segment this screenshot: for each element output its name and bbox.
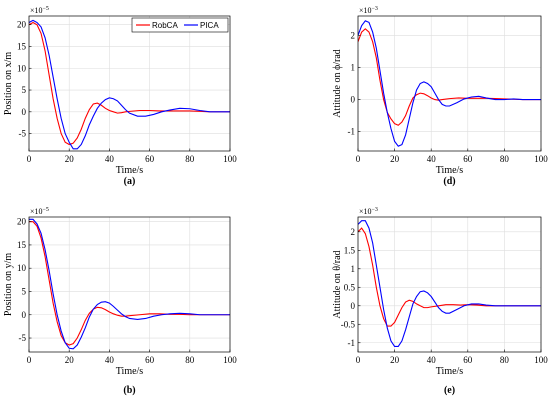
chart-panel-0: 0 20 40 60 80 100-505101520×10−5Time/sPositio… <box>3 6 237 187</box>
panel-caption: (b) <box>123 385 135 396</box>
exponent-power: −5 <box>43 207 49 213</box>
exponent-power: −3 <box>372 207 378 213</box>
legend: RobCA PICA <box>131 17 229 33</box>
x-tick-label-0: 0 <box>356 355 361 365</box>
x-tick-label-4: 80 <box>500 355 510 365</box>
y-tick-label-5: 1.5 <box>344 245 356 255</box>
y-axis-label: Attitude on θ/rad <box>332 250 343 318</box>
x-tick-label-5: 100 <box>534 355 548 365</box>
y-tick-label-1: 0 <box>22 310 27 320</box>
plot-frame <box>28 216 231 353</box>
y-tick-label-5: 20 <box>17 217 27 227</box>
y-tick-label-3: 2 <box>351 30 356 40</box>
exponent-power: −3 <box>372 6 378 12</box>
y-tick-label-0: -5 <box>19 333 27 343</box>
exponent-power: −5 <box>43 6 49 12</box>
legend-label-pica: PICA <box>200 21 219 30</box>
y-tick-label-1: 0 <box>22 107 27 117</box>
series-line-robca <box>358 28 541 126</box>
exponent-base: ×10 <box>30 207 43 216</box>
x-tick-label-0: 0 <box>356 154 361 164</box>
axis-exponent-label: ×10−3 <box>359 207 378 216</box>
x-tick-label-5: 100 <box>223 154 237 164</box>
y-tick-label-4: 15 <box>17 41 27 51</box>
x-tick-label-5: 100 <box>534 154 548 164</box>
x-axis-label: Time/s <box>116 366 144 377</box>
y-tick-label-0: -1 <box>348 127 356 137</box>
panel-caption: (d) <box>443 176 455 187</box>
y-tick-label-0: -1 <box>348 338 356 348</box>
exponent-base: ×10 <box>30 6 43 15</box>
x-tick-label-4: 80 <box>500 154 510 164</box>
series-line-robca <box>358 227 541 327</box>
chart-panel-1: 0 20 40 60 80 100 -1 0 1 2 ×10−3 Time/s Attitude on … <box>332 6 548 187</box>
legend-box <box>131 17 229 33</box>
x-tick-label-3: 60 <box>145 154 155 164</box>
y-tick-label-1: 0 <box>351 95 356 105</box>
y-axis-label: Position on x/m <box>3 52 14 116</box>
x-tick-label-0: 0 <box>27 154 32 164</box>
panel-caption: (a) <box>124 176 136 187</box>
y-tick-label-6: 2 <box>351 227 356 237</box>
x-axis-label: Time/s <box>436 165 464 176</box>
y-axis-label: Position on y/m <box>3 253 14 317</box>
y-tick-label-4: 15 <box>17 240 27 250</box>
x-tick-label-3: 60 <box>145 355 155 365</box>
series-line-pica <box>29 218 230 350</box>
y-tick-label-0: -5 <box>19 129 27 139</box>
x-tick-label-2: 40 <box>105 355 115 365</box>
x-tick-label-3: 60 <box>463 355 473 365</box>
series-line-robca <box>29 21 230 146</box>
x-tick-label-2: 40 <box>427 355 437 365</box>
exponent-base: ×10 <box>359 207 372 216</box>
y-axis-label: Attitude on ϕ/rad <box>332 49 343 118</box>
series-line-robca <box>29 221 230 346</box>
y-tick-label-3: 0.5 <box>344 282 356 292</box>
y-tick-label-3: 10 <box>17 63 27 73</box>
x-tick-label-1: 20 <box>390 355 400 365</box>
chart-panel-2: 0 20 40 60 80 100-505101520×10−5Time/sPositio… <box>3 207 237 396</box>
series-line-pica <box>29 19 230 150</box>
x-axis-label: Time/s <box>116 165 144 176</box>
plot-frame <box>357 216 542 353</box>
x-tick-label-1: 20 <box>65 355 75 365</box>
x-tick-label-5: 100 <box>223 355 237 365</box>
axis-exponent-label: ×10−5 <box>30 207 49 216</box>
axis-exponent-label: ×10−3 <box>359 6 378 15</box>
panel-caption: (e) <box>444 385 455 396</box>
x-tick-label-2: 40 <box>105 154 115 164</box>
y-tick-label-2: 0 <box>351 301 356 311</box>
x-tick-label-4: 80 <box>185 154 195 164</box>
x-tick-label-3: 60 <box>463 154 473 164</box>
x-tick-label-0: 0 <box>27 355 32 365</box>
legend-label-robca: RobCA <box>152 21 178 30</box>
y-tick-label-1: -0.5 <box>341 319 356 329</box>
plot-frame <box>357 15 542 152</box>
y-tick-label-4: 1 <box>351 264 356 274</box>
chart-panel-3: 0 20 40 60 80 100 -1 -0.5 0 0.5 1 1.5 2 ×10−3 Time/s At… <box>332 207 548 396</box>
y-tick-label-2: 5 <box>22 85 27 95</box>
y-tick-label-2: 5 <box>22 286 27 296</box>
axis-exponent-label: ×10−5 <box>30 6 49 15</box>
plot-frame <box>28 15 231 152</box>
y-tick-label-3: 10 <box>17 263 27 273</box>
x-tick-label-2: 40 <box>427 154 437 164</box>
x-tick-label-4: 80 <box>185 355 195 365</box>
x-tick-label-1: 20 <box>65 154 75 164</box>
y-tick-label-5: 20 <box>17 20 27 30</box>
exponent-base: ×10 <box>359 6 372 15</box>
series-line-pica <box>358 20 541 147</box>
series-line-pica <box>358 220 541 347</box>
y-tick-label-2: 1 <box>351 62 356 72</box>
x-axis-label: Time/s <box>436 366 464 377</box>
x-tick-label-1: 20 <box>390 154 400 164</box>
